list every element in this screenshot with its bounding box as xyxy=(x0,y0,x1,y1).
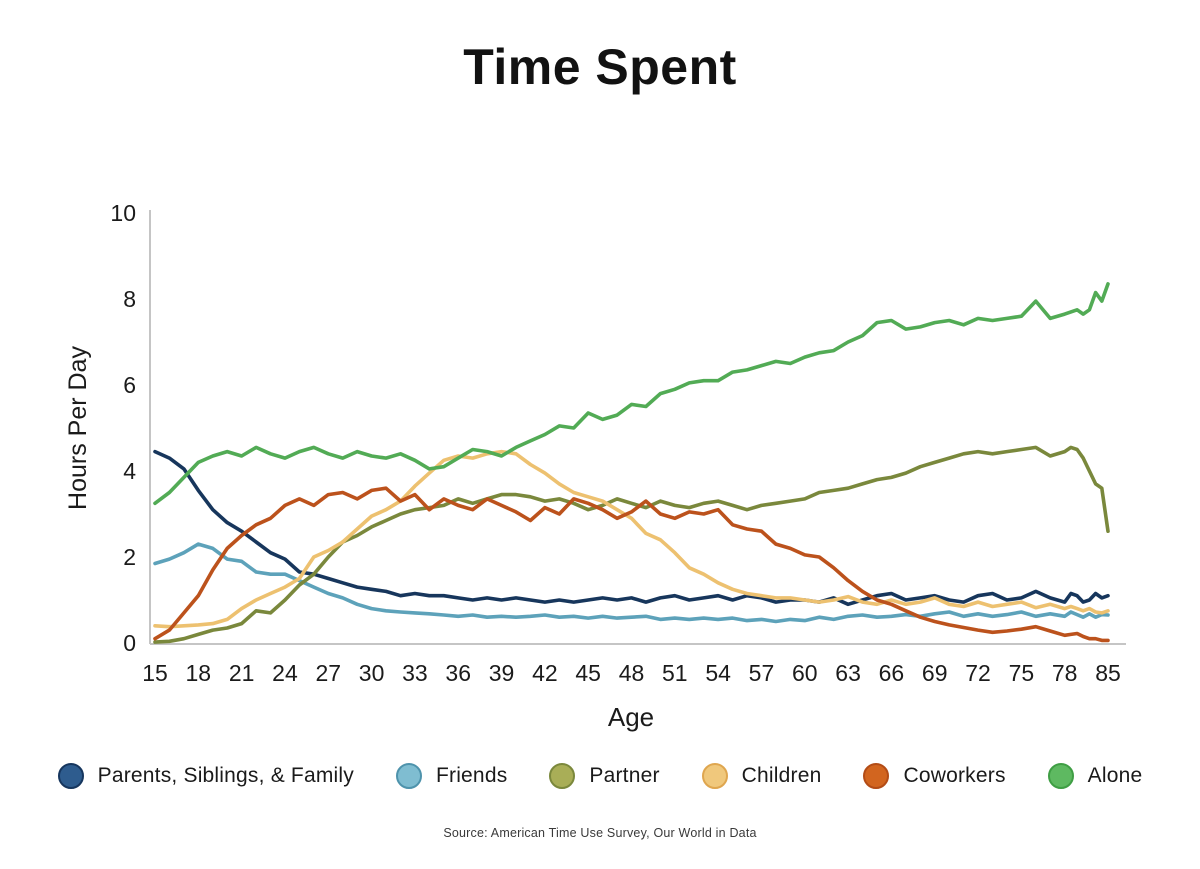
legend-item-partner: Partner xyxy=(549,763,659,789)
x-tick-label: 21 xyxy=(229,660,255,686)
x-axis-title: Age xyxy=(608,702,654,732)
partner-dot-icon xyxy=(549,763,576,789)
y-tick-label: 10 xyxy=(110,200,136,226)
y-axis-title: Hours Per Day xyxy=(64,346,92,510)
x-tick-label: 48 xyxy=(619,660,645,686)
x-tick-label: 18 xyxy=(186,660,212,686)
children-dot-icon xyxy=(701,763,728,789)
x-tick-label: 69 xyxy=(922,660,948,686)
y-tick-label: 6 xyxy=(123,372,136,398)
y-tick-label: 0 xyxy=(123,630,136,656)
legend-label: Friends xyxy=(435,764,508,787)
legend-item-children: Children xyxy=(701,763,822,789)
parents-siblings-family-dot-icon xyxy=(57,763,84,789)
legend-item-parents-siblings-family: Parents, Siblings, & Family xyxy=(57,763,354,789)
legend-item-alone: Alone xyxy=(1047,763,1143,789)
x-tick-label: 24 xyxy=(272,660,298,686)
series-line-friends xyxy=(153,542,1110,624)
x-tick-label: 63 xyxy=(835,660,861,686)
x-tick-label: 27 xyxy=(315,660,341,686)
legend-label: Children xyxy=(741,764,822,787)
x-tick-label: 39 xyxy=(489,660,515,686)
x-tick-label: 78 xyxy=(1052,660,1078,686)
legend-item-friends: Friends xyxy=(395,763,508,789)
series-line-children xyxy=(153,449,1110,629)
x-tick-label: 54 xyxy=(705,660,731,686)
y-tick-label: 4 xyxy=(123,458,136,484)
y-tick-label: 8 xyxy=(123,286,136,312)
series-line-partner xyxy=(153,445,1110,644)
legend-label: Parents, Siblings, & Family xyxy=(97,764,354,787)
x-tick-label: 66 xyxy=(879,660,905,686)
chart-legend: Parents, Siblings, & Family Friends Partne… xyxy=(0,763,1200,789)
legend-label: Partner xyxy=(589,764,660,787)
x-tick-label: 75 xyxy=(1009,660,1035,686)
x-tick-label: 15 xyxy=(142,660,168,686)
legend-label: Alone xyxy=(1087,764,1143,787)
y-tick-label: 2 xyxy=(123,544,136,570)
coworkers-dot-icon xyxy=(863,763,890,789)
series-line-parents-siblings-family xyxy=(153,449,1110,607)
x-tick-label: 45 xyxy=(575,660,601,686)
friends-dot-icon xyxy=(395,763,422,789)
x-tick-label: 30 xyxy=(359,660,385,686)
alone-dot-icon xyxy=(1047,763,1074,789)
x-tick-label: 85 xyxy=(1095,660,1121,686)
x-tick-label: 51 xyxy=(662,660,688,686)
x-tick-label: 33 xyxy=(402,660,428,686)
x-tick-label: 72 xyxy=(965,660,991,686)
legend-item-coworkers: Coworkers xyxy=(863,763,1005,789)
chart-title: Time Spent xyxy=(463,39,737,95)
legend-label: Coworkers xyxy=(903,764,1006,787)
source-note: Source: American Time Use Survey, Our Wo… xyxy=(443,826,757,840)
x-tick-label: 60 xyxy=(792,660,818,686)
x-tick-label: 57 xyxy=(749,660,775,686)
series-line-alone xyxy=(153,282,1110,506)
series-line-coworkers xyxy=(153,486,1110,643)
x-tick-label: 36 xyxy=(445,660,471,686)
x-tick-label: 42 xyxy=(532,660,558,686)
